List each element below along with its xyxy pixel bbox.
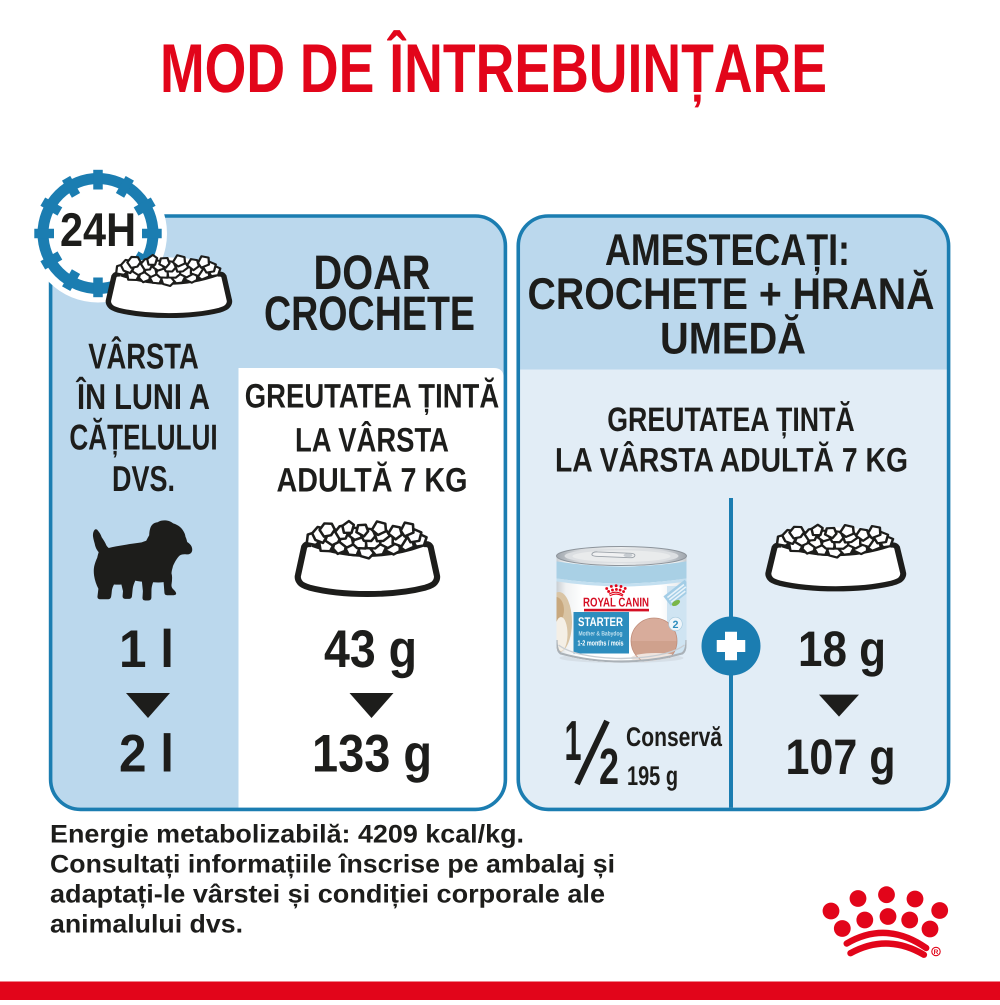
svg-text:Consultați informațiile înscri: Consultați informațiile înscrise pe amba… <box>50 850 615 878</box>
svg-text:DVS.: DVS. <box>112 458 175 499</box>
svg-text:133 g: 133 g <box>312 725 432 784</box>
svg-text:18 g: 18 g <box>798 621 886 677</box>
svg-text:43 g: 43 g <box>324 620 417 679</box>
svg-text:UMEDĂ: UMEDĂ <box>660 314 806 364</box>
svg-text:1 l: 1 l <box>119 620 174 679</box>
svg-text:LA VÂRSTA: LA VÂRSTA <box>295 421 449 460</box>
svg-text:GREUTATEA ȚINTĂ: GREUTATEA ȚINTĂ <box>607 400 855 439</box>
svg-text:CROCHETE + HRANĂ: CROCHETE + HRANĂ <box>528 269 935 319</box>
svg-text:CROCHETE: CROCHETE <box>264 287 475 341</box>
svg-text:107 g: 107 g <box>786 729 896 785</box>
svg-text:AMESTECAȚI:: AMESTECAȚI: <box>605 226 850 275</box>
svg-text:Conservă: Conservă <box>626 722 723 752</box>
svg-text:DOAR: DOAR <box>314 246 431 300</box>
svg-text:VÂRSTA: VÂRSTA <box>88 336 199 377</box>
svg-text:ÎN LUNI A: ÎN LUNI A <box>75 376 210 417</box>
svg-text:MOD DE ÎNTREBUINȚARE: MOD DE ÎNTREBUINȚARE <box>160 30 827 108</box>
svg-text:Mother & Babydog: Mother & Babydog <box>579 631 623 638</box>
svg-text:24H: 24H <box>60 204 136 257</box>
svg-text:animalului dvs.: animalului dvs. <box>50 910 243 938</box>
svg-text:STARTER: STARTER <box>578 615 623 629</box>
svg-text:ADULTĂ 7 KG: ADULTĂ 7 KG <box>277 460 468 499</box>
svg-text:CĂȚELULUI: CĂȚELULUI <box>69 417 217 458</box>
svg-text:1: 1 <box>565 709 582 772</box>
svg-text:2 l: 2 l <box>119 725 174 784</box>
svg-text:LA VÂRSTA ADULTĂ 7 KG: LA VÂRSTA ADULTĂ 7 KG <box>555 441 908 480</box>
svg-text:ROYAL CANIN: ROYAL CANIN <box>583 595 649 610</box>
svg-text:Energie metabolizabilă: 4209 k: Energie metabolizabilă: 4209 kcal/kg. <box>50 820 524 848</box>
svg-text:2: 2 <box>599 738 619 795</box>
svg-text:195 g: 195 g <box>627 761 678 791</box>
svg-text:R: R <box>934 949 939 956</box>
svg-text:adaptați-le vârstei și condiți: adaptați-le vârstei și condiției corpora… <box>50 880 605 908</box>
svg-text:1-2 months / mois: 1-2 months / mois <box>578 639 624 648</box>
svg-text:2: 2 <box>673 619 679 631</box>
svg-text:GREUTATEA ȚINTĂ: GREUTATEA ȚINTĂ <box>245 377 499 416</box>
